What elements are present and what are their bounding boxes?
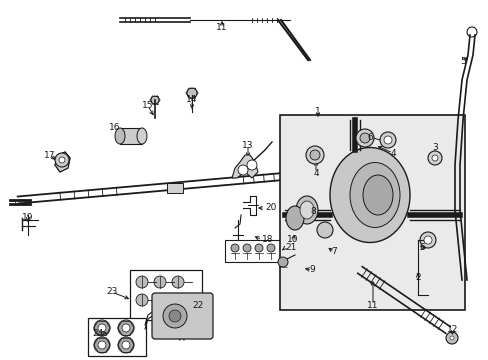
Text: 4: 4 [389, 148, 395, 158]
Circle shape [154, 294, 165, 306]
Circle shape [243, 244, 250, 252]
Text: 10: 10 [286, 235, 298, 244]
Circle shape [94, 320, 110, 336]
Bar [130, 270, 202, 320]
Circle shape [305, 146, 324, 164]
Text: 2: 2 [414, 274, 420, 283]
Text: 24: 24 [92, 328, 103, 338]
Text: 6: 6 [366, 132, 372, 141]
Polygon shape [231, 155, 258, 178]
Ellipse shape [362, 175, 392, 215]
Text: 16: 16 [109, 122, 121, 131]
Text: 5: 5 [459, 58, 465, 67]
Circle shape [94, 337, 110, 353]
Circle shape [423, 236, 431, 244]
Circle shape [449, 336, 453, 340]
Circle shape [98, 324, 106, 332]
Text: 19: 19 [22, 213, 34, 222]
Text: 3: 3 [431, 144, 437, 153]
Circle shape [118, 337, 134, 353]
Ellipse shape [295, 196, 317, 224]
Circle shape [316, 222, 332, 238]
Text: 7: 7 [330, 248, 336, 256]
Circle shape [238, 165, 247, 175]
Text: 22: 22 [192, 301, 203, 310]
Circle shape [186, 88, 197, 98]
Circle shape [122, 324, 130, 332]
Circle shape [59, 157, 65, 163]
Circle shape [379, 132, 395, 148]
Text: 23: 23 [106, 288, 118, 297]
Circle shape [136, 276, 148, 288]
Circle shape [136, 294, 148, 306]
Circle shape [230, 244, 239, 252]
Circle shape [55, 153, 69, 167]
FancyBboxPatch shape [152, 293, 213, 339]
Text: 13: 13 [242, 140, 253, 149]
Circle shape [431, 155, 437, 161]
Circle shape [419, 232, 435, 248]
Text: 11: 11 [366, 301, 378, 310]
Circle shape [172, 294, 183, 306]
Text: 1: 1 [314, 108, 320, 117]
Ellipse shape [299, 201, 313, 219]
Ellipse shape [329, 148, 409, 243]
Bar [280, 115, 464, 310]
Text: 8: 8 [309, 207, 315, 216]
Circle shape [118, 320, 134, 336]
Circle shape [163, 304, 186, 328]
Circle shape [151, 96, 159, 104]
Circle shape [246, 160, 257, 170]
Circle shape [309, 150, 319, 160]
Text: 18: 18 [262, 235, 273, 244]
Text: 12: 12 [447, 325, 458, 334]
Polygon shape [55, 152, 70, 172]
Circle shape [278, 257, 287, 267]
Text: 21: 21 [285, 243, 296, 252]
Bar [120, 128, 142, 144]
Text: 9: 9 [308, 266, 314, 274]
Ellipse shape [349, 162, 399, 228]
Circle shape [266, 244, 274, 252]
Ellipse shape [115, 128, 125, 144]
Text: 6: 6 [418, 243, 424, 252]
Circle shape [254, 244, 263, 252]
Circle shape [383, 136, 391, 144]
Bar [167, 183, 183, 193]
Circle shape [445, 332, 457, 344]
Text: 14: 14 [186, 95, 197, 104]
Bar [88, 318, 146, 356]
Circle shape [355, 129, 373, 147]
Text: 11: 11 [216, 23, 227, 32]
Circle shape [154, 276, 165, 288]
Text: 17: 17 [44, 150, 56, 159]
Circle shape [122, 341, 130, 349]
Circle shape [427, 151, 441, 165]
Ellipse shape [137, 128, 147, 144]
Circle shape [169, 310, 181, 322]
Text: 15: 15 [142, 102, 153, 111]
Text: 4: 4 [312, 168, 318, 177]
Circle shape [98, 341, 106, 349]
Circle shape [359, 133, 369, 143]
Bar [224, 240, 280, 262]
Text: 20: 20 [264, 203, 276, 212]
Circle shape [172, 276, 183, 288]
Circle shape [466, 27, 476, 37]
Ellipse shape [285, 206, 304, 230]
